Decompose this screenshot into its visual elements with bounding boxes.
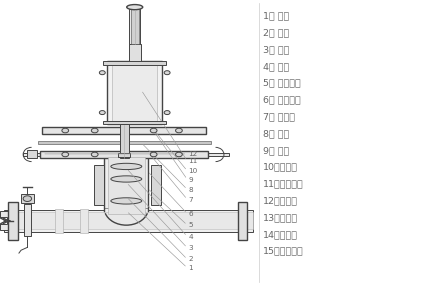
Bar — [21, 194, 34, 203]
Bar — [129, 44, 141, 61]
Bar — [103, 61, 166, 65]
Bar — [80, 209, 88, 233]
Bar — [0, 217, 7, 224]
Bar — [107, 61, 162, 124]
Bar — [118, 61, 152, 64]
Text: 3: 3 — [189, 245, 193, 251]
Text: 7、 下膜盖: 7、 下膜盖 — [263, 112, 295, 121]
Text: 14、截止阀: 14、截止阀 — [263, 230, 298, 239]
Text: 10、上膜盖: 10、上膜盖 — [263, 163, 298, 172]
Bar — [4, 210, 253, 232]
Text: 2、 阀座: 2、 阀座 — [263, 28, 289, 37]
Text: 5: 5 — [189, 222, 193, 228]
Bar — [112, 63, 157, 123]
Bar — [55, 209, 63, 233]
Ellipse shape — [111, 198, 142, 204]
Bar — [0, 211, 8, 230]
Text: 3、 阀芯: 3、 阀芯 — [263, 45, 290, 54]
Text: 5、 阀体螺柱: 5、 阀体螺柱 — [263, 79, 301, 88]
Ellipse shape — [176, 152, 182, 157]
Text: 4、 阀盖: 4、 阀盖 — [263, 62, 289, 71]
Ellipse shape — [127, 5, 143, 10]
Text: 15、取压接管: 15、取压接管 — [263, 247, 304, 256]
Text: 9、 膜片: 9、 膜片 — [263, 146, 289, 155]
Ellipse shape — [164, 71, 170, 75]
Ellipse shape — [176, 128, 182, 133]
Bar — [104, 154, 149, 217]
Text: 1、 阀体: 1、 阀体 — [263, 11, 289, 21]
Bar — [103, 121, 166, 124]
Ellipse shape — [150, 128, 157, 133]
Ellipse shape — [164, 111, 170, 115]
Bar — [238, 202, 247, 240]
Bar — [42, 127, 206, 134]
Bar — [206, 153, 229, 156]
Text: 6: 6 — [189, 211, 193, 217]
Bar — [120, 124, 129, 158]
Text: 9: 9 — [189, 176, 193, 183]
Bar — [131, 9, 139, 44]
Ellipse shape — [91, 152, 98, 157]
Bar — [38, 141, 210, 144]
Ellipse shape — [99, 71, 105, 75]
Bar — [8, 202, 18, 240]
Text: 10: 10 — [189, 168, 198, 174]
Bar — [27, 150, 37, 158]
Text: 1: 1 — [189, 265, 193, 271]
Bar — [23, 153, 42, 156]
Text: 11: 11 — [189, 158, 198, 164]
Text: 13、取压管: 13、取压管 — [263, 213, 298, 222]
Bar — [129, 9, 140, 44]
Ellipse shape — [62, 152, 69, 157]
Text: 7: 7 — [189, 196, 193, 203]
Ellipse shape — [23, 196, 32, 201]
Text: 12、小膜片: 12、小膜片 — [263, 196, 298, 205]
Bar — [24, 204, 31, 236]
Text: 8、 托盘: 8、 托盘 — [263, 129, 289, 138]
Bar — [40, 151, 208, 158]
Bar — [118, 153, 130, 157]
Text: 4: 4 — [189, 233, 193, 240]
Text: 11、调节弹簧: 11、调节弹簧 — [263, 180, 304, 189]
Text: 12: 12 — [189, 151, 198, 157]
Text: 6、 六角螺母: 6、 六角螺母 — [263, 95, 301, 105]
Bar — [151, 165, 161, 205]
Bar — [4, 212, 253, 229]
Bar — [93, 165, 104, 205]
Text: 2: 2 — [189, 256, 193, 262]
Ellipse shape — [111, 176, 142, 182]
Ellipse shape — [99, 111, 105, 115]
Ellipse shape — [111, 163, 142, 170]
Bar — [108, 157, 145, 214]
Ellipse shape — [62, 128, 69, 133]
Ellipse shape — [91, 128, 98, 133]
Text: 8: 8 — [189, 186, 193, 193]
Ellipse shape — [150, 152, 157, 157]
